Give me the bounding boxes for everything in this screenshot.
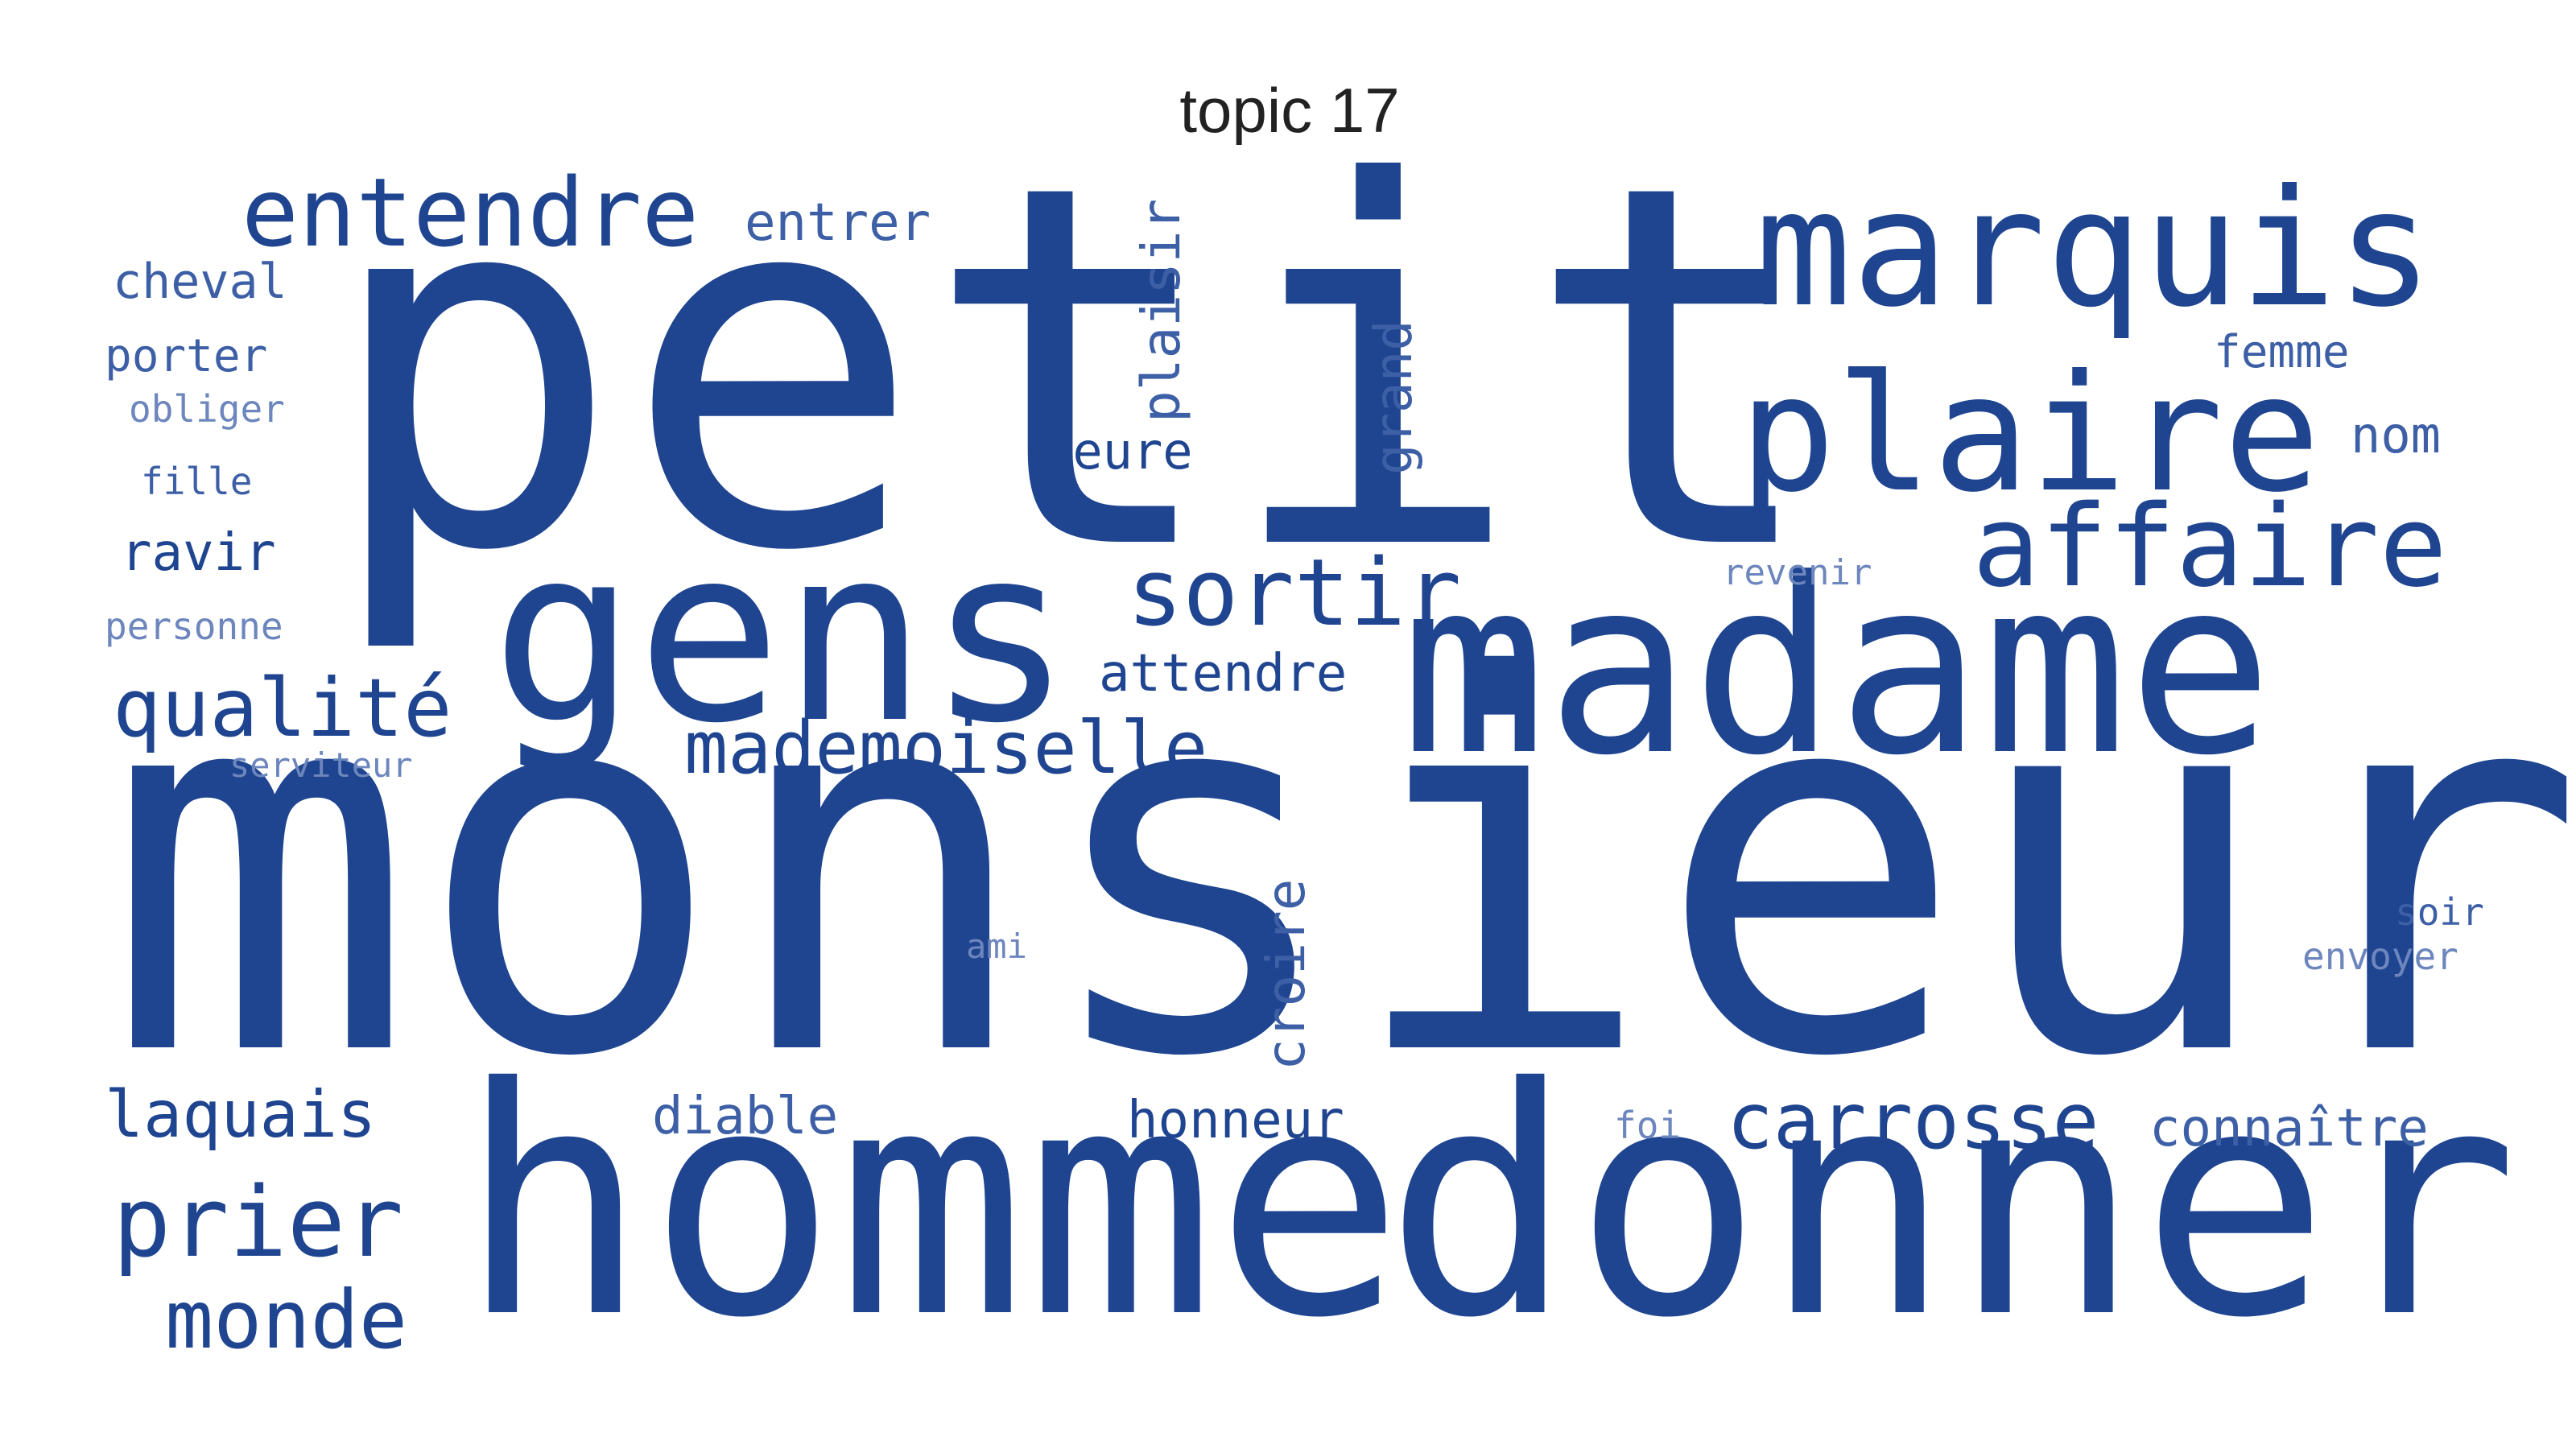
word-entrer: entrer: [745, 193, 931, 253]
word-soir: soir: [2395, 890, 2484, 934]
word-connaitre: connaître: [2149, 1099, 2429, 1158]
word-fille: fille: [141, 460, 253, 503]
word-porter: porter: [105, 330, 268, 382]
word-ami: ami: [966, 927, 1027, 966]
word-madame: madame: [1401, 527, 2273, 808]
word-laquais: laquais: [105, 1077, 377, 1152]
word-croire: croire: [1255, 878, 1317, 1071]
word-marquis: marquis: [1755, 155, 2434, 343]
word-attendre: attendre: [1099, 644, 1348, 704]
word-plaisir: plaisir: [1130, 198, 1192, 423]
page-title: topic 17: [1179, 75, 1400, 146]
word-monsieur: monsieur: [105, 569, 2576, 1169]
word-femme: femme: [2214, 326, 2350, 378]
word-revenir: revenir: [1723, 552, 1872, 593]
word-sortir: sortir: [1127, 539, 1462, 647]
word-serviteur: serviteur: [229, 745, 413, 785]
word-entendre: entendre: [242, 157, 700, 268]
word-envoyer: envoyer: [2302, 935, 2458, 978]
word-qualite: qualité: [113, 661, 452, 755]
word-foi: foi: [1614, 1104, 1682, 1147]
word-prier: prier: [113, 1167, 404, 1279]
word-honneur: honneur: [1127, 1091, 1344, 1150]
word-grand: grand: [1364, 320, 1424, 475]
word-mademoiselle: mademoiselle: [684, 706, 1208, 791]
word-affaire: affaire: [1972, 481, 2448, 613]
word-plaire: plaire: [1739, 341, 2321, 528]
word-diable: diable: [652, 1087, 839, 1146]
word-homme: homme: [459, 1021, 1404, 1386]
word-gens: gens: [491, 495, 1073, 776]
word-personne: personne: [105, 605, 283, 648]
word-obliger: obliger: [129, 387, 285, 431]
word-nom: nom: [2351, 406, 2441, 464]
word-donner: donner: [1385, 1021, 2519, 1386]
word-monde: monde: [165, 1273, 408, 1367]
word-cheval: cheval: [113, 254, 287, 310]
word-ravir: ravir: [121, 523, 276, 583]
word-heure: heure: [1042, 422, 1193, 481]
word-carrosse: carrosse: [1727, 1076, 2099, 1166]
word-petit: petit: [322, 80, 1825, 660]
